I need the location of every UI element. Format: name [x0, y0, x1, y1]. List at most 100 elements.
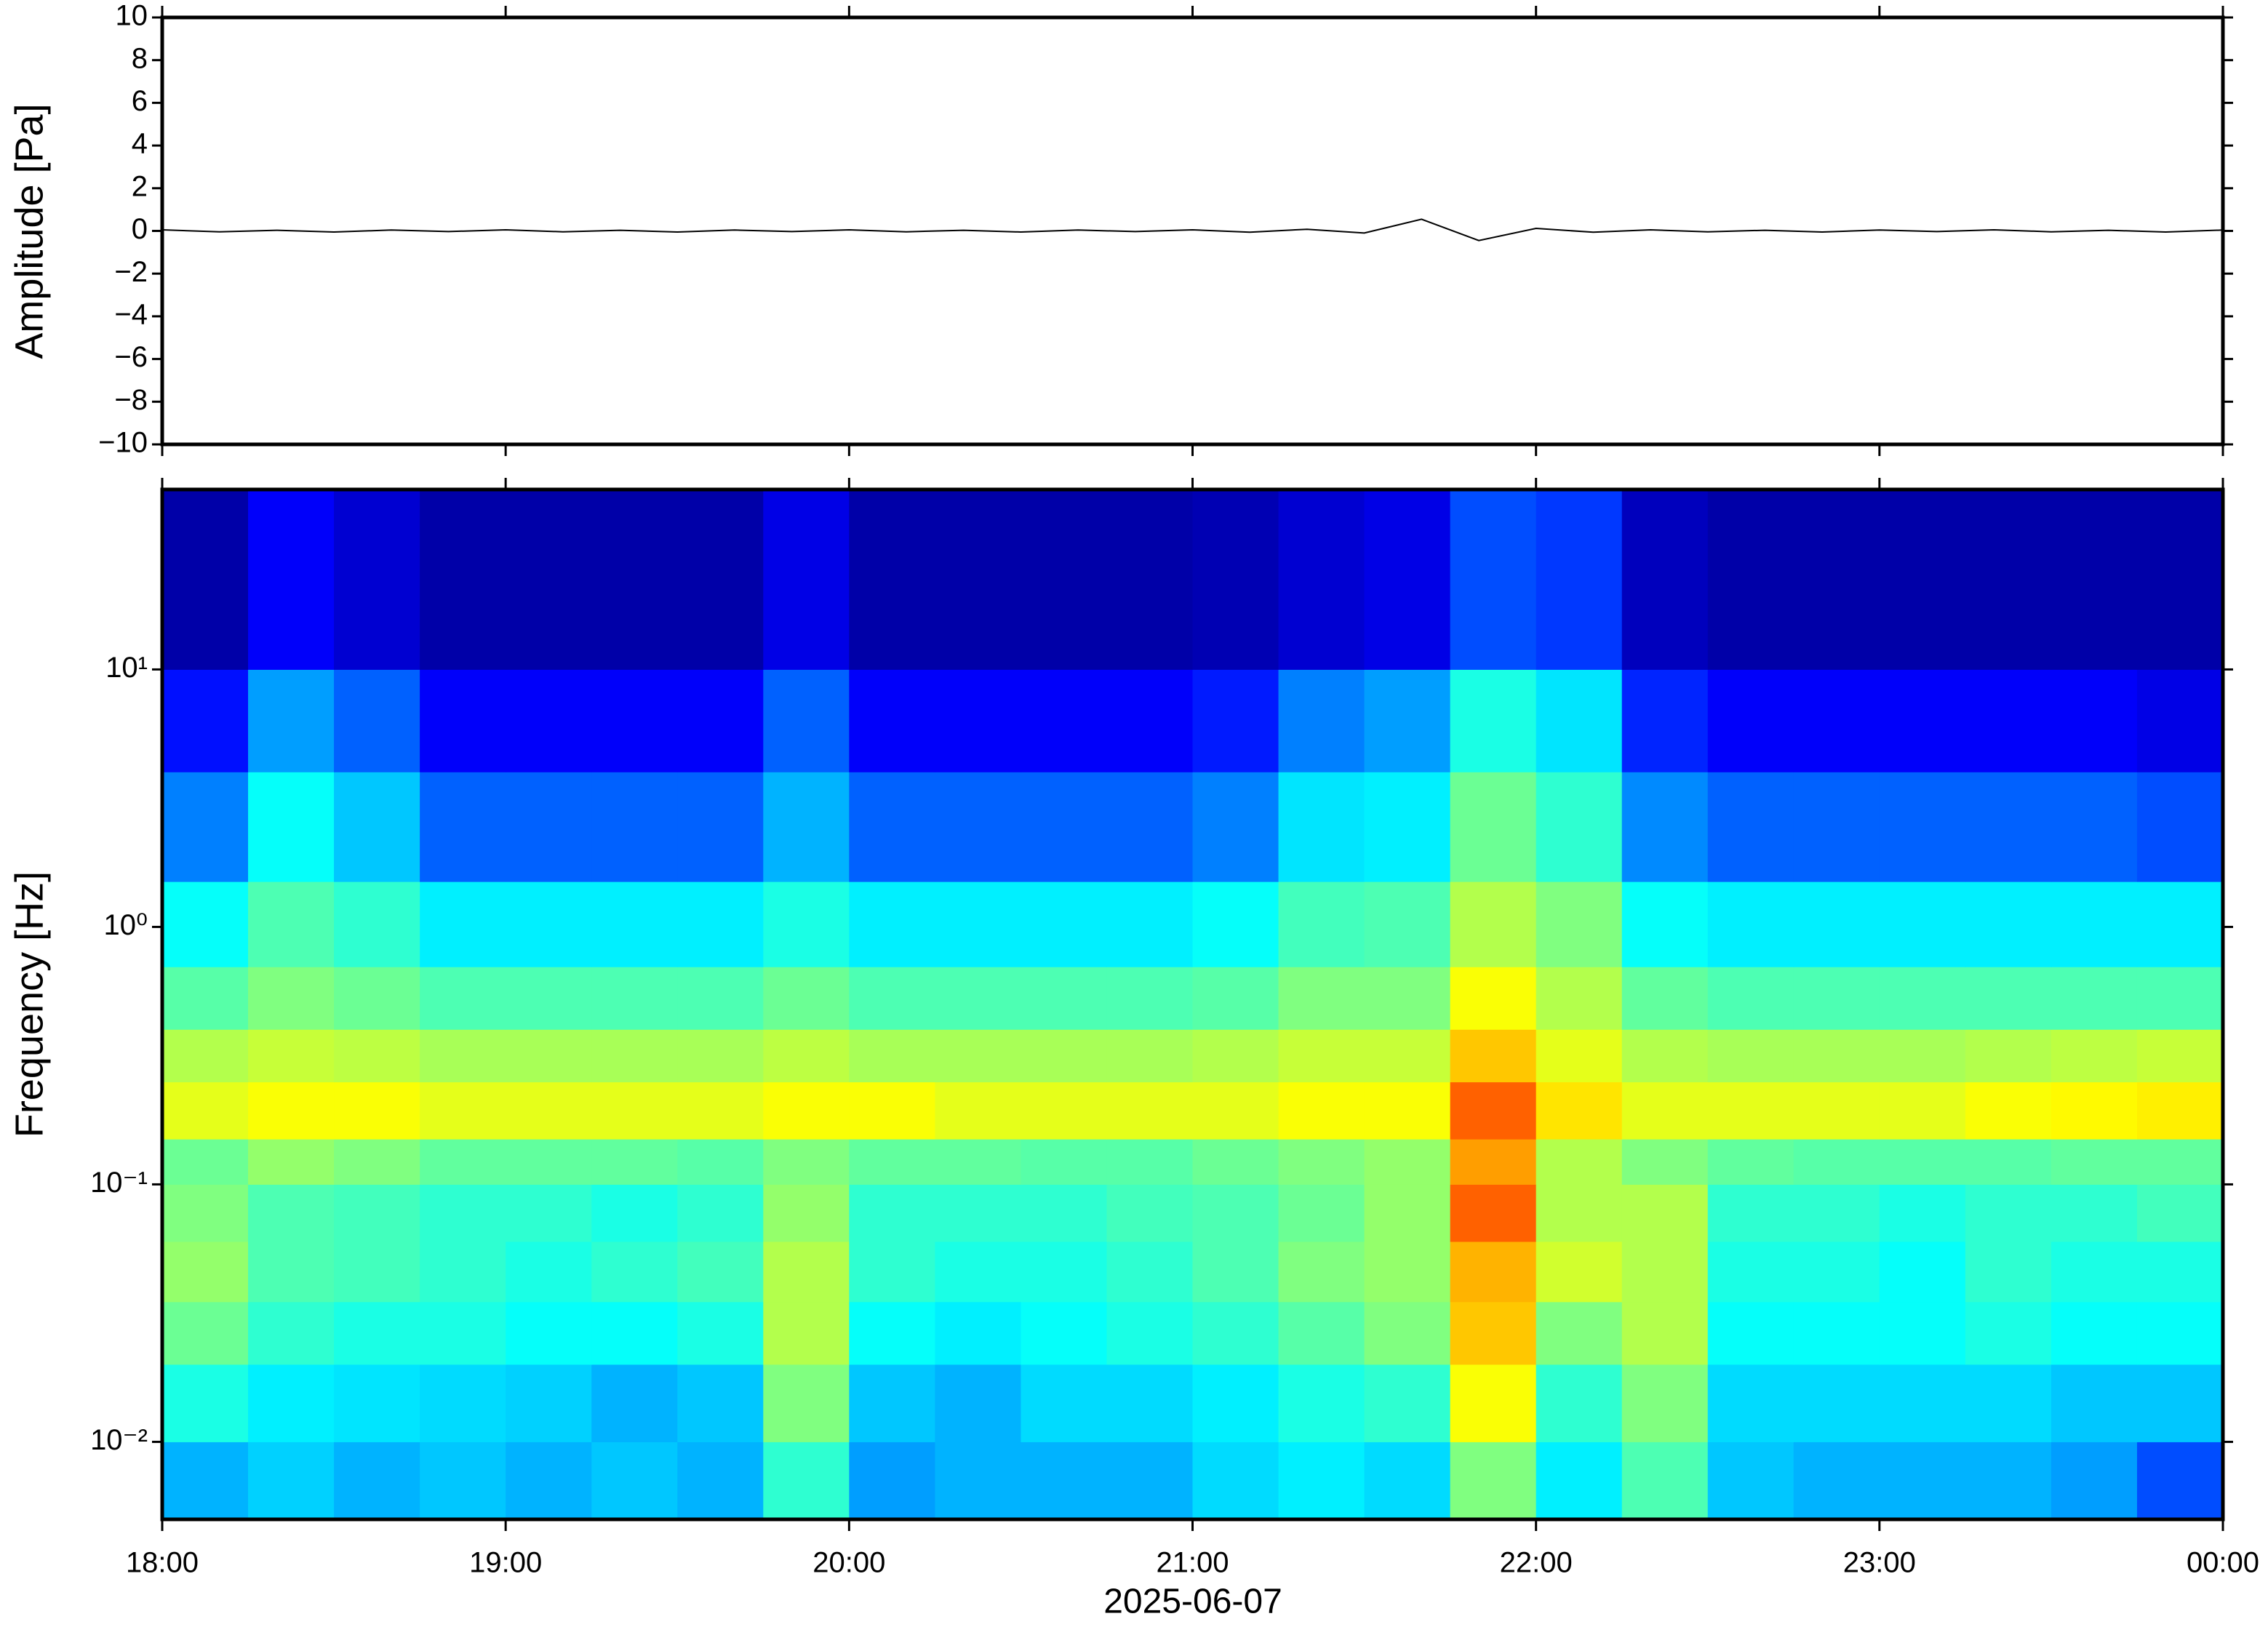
- y-tick-label: −8: [114, 384, 148, 416]
- heat-cell: [248, 669, 335, 772]
- heat-cell: [2051, 1241, 2138, 1303]
- heat-cell: [763, 489, 850, 670]
- heat-cell: [1364, 669, 1451, 772]
- heat-cell: [1278, 1139, 1365, 1185]
- y-tick-label: 10⁻¹: [90, 1167, 148, 1199]
- heat-cell: [935, 1082, 1021, 1140]
- heat-cell: [1536, 1029, 1623, 1083]
- heat-cell: [1965, 1184, 2052, 1242]
- heat-cell: [1793, 1301, 1880, 1365]
- heat-cell: [677, 1029, 764, 1083]
- heat-cell: [1879, 1442, 1966, 1520]
- heat-cell: [506, 489, 592, 670]
- heat-cell: [1793, 669, 1880, 772]
- heat-cell: [1021, 1241, 1107, 1303]
- heat-cell: [2051, 1029, 2138, 1083]
- heat-cell: [420, 772, 506, 882]
- heat-cell: [420, 1029, 506, 1083]
- heat-cell: [506, 1442, 592, 1520]
- heat-cell: [935, 772, 1021, 882]
- heat-cell: [1021, 1082, 1107, 1140]
- heat-cell: [162, 1301, 249, 1365]
- heat-cell: [506, 967, 592, 1030]
- heat-cell: [1707, 1184, 1794, 1242]
- heat-cell: [1278, 1184, 1365, 1242]
- heat-cell: [248, 1241, 335, 1303]
- heat-cell: [1621, 1139, 1709, 1185]
- heat-cell: [420, 1442, 506, 1520]
- heat-cell: [1192, 1139, 1279, 1185]
- heat-cell: [1965, 772, 2052, 882]
- heat-cell: [1278, 1082, 1365, 1140]
- heat-cell: [763, 1301, 850, 1365]
- heat-cell: [334, 1029, 420, 1083]
- heat-cell: [1879, 1139, 1966, 1185]
- heat-cell: [1278, 772, 1365, 882]
- heat-cell: [248, 1301, 335, 1365]
- heat-cell: [1536, 1139, 1623, 1185]
- heat-cell: [1106, 669, 1193, 772]
- heat-cell: [591, 1442, 678, 1520]
- heat-cell: [334, 1442, 420, 1520]
- y-tick-label: −4: [114, 298, 148, 330]
- heat-cell: [849, 967, 935, 1030]
- heat-cell: [2136, 1241, 2224, 1303]
- heat-cell: [763, 1082, 850, 1140]
- heat-cell: [162, 489, 249, 670]
- heat-cell: [849, 1364, 935, 1442]
- heat-cell: [763, 1364, 850, 1442]
- heat-cell: [1106, 1364, 1193, 1442]
- heat-cell: [2051, 669, 2138, 772]
- heat-cell: [1879, 1241, 1966, 1303]
- heat-cell: [1707, 1241, 1794, 1303]
- heat-cell: [1621, 489, 1709, 670]
- heat-cell: [2136, 772, 2224, 882]
- heat-cell: [1621, 1364, 1709, 1442]
- heat-cell: [849, 882, 935, 967]
- heat-cell: [935, 489, 1021, 670]
- y-tick-label: 0: [132, 213, 148, 245]
- heat-cell: [591, 1241, 678, 1303]
- heat-cell: [2136, 489, 2224, 670]
- heat-cell: [2136, 1139, 2224, 1185]
- x-tick-label: 23:00: [1843, 1547, 1916, 1579]
- heat-cell: [1106, 882, 1193, 967]
- heat-cell: [1450, 1029, 1537, 1083]
- heat-cell: [1450, 669, 1537, 772]
- heat-cell: [1364, 1029, 1451, 1083]
- heat-cell: [1192, 772, 1279, 882]
- heat-cell: [2051, 772, 2138, 882]
- heat-cell: [849, 489, 935, 670]
- heat-cell: [591, 1082, 678, 1140]
- heat-cell: [1450, 1184, 1537, 1242]
- heat-cell: [2051, 1301, 2138, 1365]
- heat-cell: [420, 1184, 506, 1242]
- heat-cell: [591, 1301, 678, 1365]
- heat-cell: [1106, 1184, 1193, 1242]
- heat-cell: [1707, 1082, 1794, 1140]
- heat-cell: [1536, 1184, 1623, 1242]
- heat-cell: [935, 1139, 1021, 1185]
- heat-cell: [1621, 1184, 1709, 1242]
- heat-cell: [1021, 1139, 1107, 1185]
- heat-cell: [935, 967, 1021, 1030]
- heat-cell: [1965, 1241, 2052, 1303]
- heat-cell: [849, 1301, 935, 1365]
- heat-cell: [162, 882, 249, 967]
- heat-cell: [2051, 1184, 2138, 1242]
- heat-cell: [420, 967, 506, 1030]
- heat-cell: [1707, 1364, 1794, 1442]
- heat-cell: [420, 1364, 506, 1442]
- heat-cell: [1278, 1364, 1365, 1442]
- frame: [160, 487, 2225, 1522]
- y-tick-label: 6: [132, 85, 148, 117]
- heat-cell: [248, 1029, 335, 1083]
- heat-cell: [1793, 1139, 1880, 1185]
- heat-cell: [1621, 669, 1709, 772]
- heat-cell: [420, 1082, 506, 1140]
- heat-cell: [334, 1364, 420, 1442]
- x-tick-label: 18:00: [126, 1547, 199, 1579]
- heat-cell: [1192, 967, 1279, 1030]
- heat-cell: [1106, 1442, 1193, 1520]
- heat-cell: [677, 489, 764, 670]
